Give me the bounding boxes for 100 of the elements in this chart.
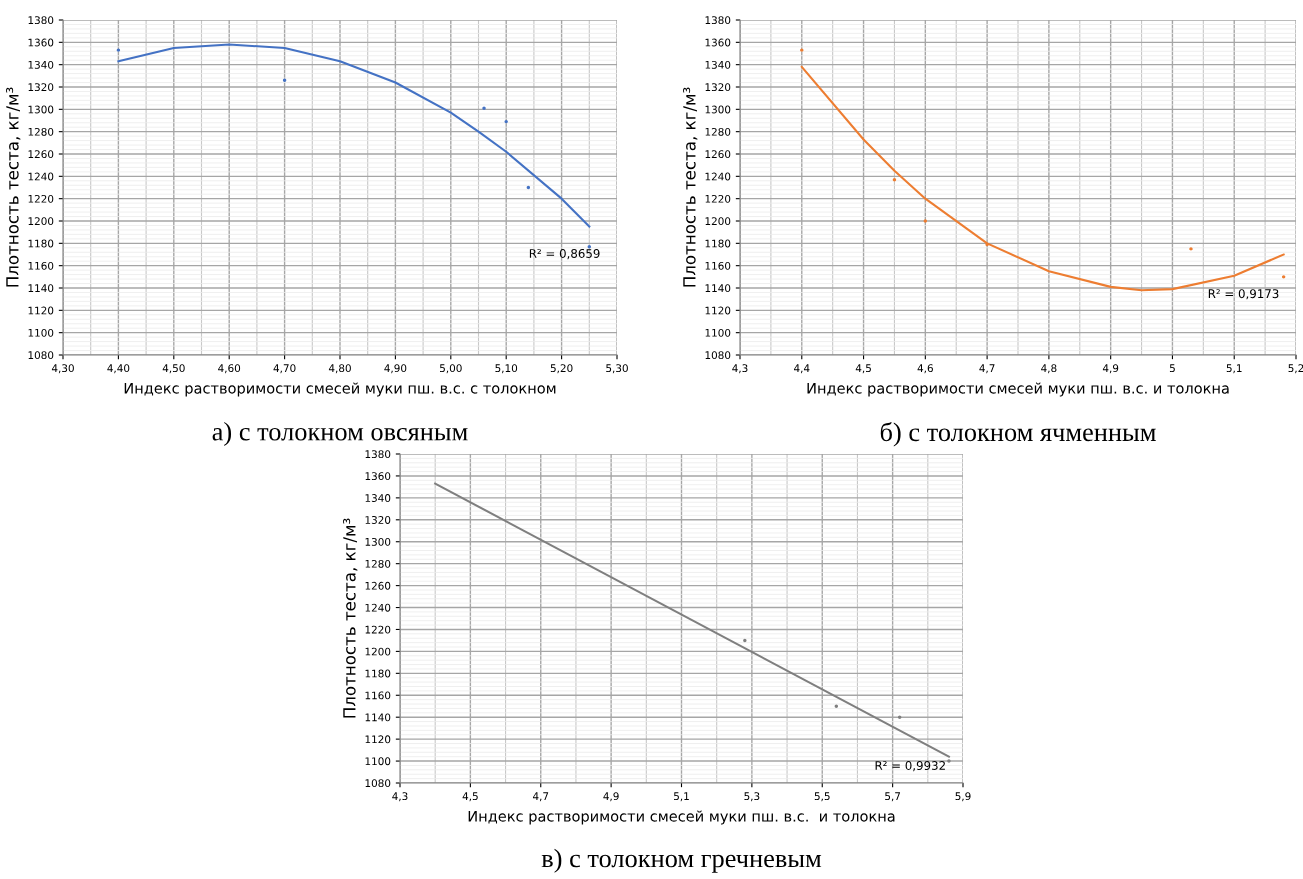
y-tick-label: 1240 bbox=[365, 603, 391, 612]
text: а) с толокном овсяным bbox=[212, 422, 468, 446]
text: б) с толокном ячменным bbox=[880, 422, 1156, 447]
point bbox=[282, 78, 287, 82]
y-tick-label: 1340 bbox=[365, 494, 391, 502]
y-tick-label: 1080 bbox=[365, 779, 391, 788]
y-tick-label: 1360 bbox=[28, 38, 54, 47]
point bbox=[1189, 247, 1193, 251]
x-tick-label: 4,7 bbox=[532, 792, 549, 802]
y-tick-label: 1320 bbox=[365, 516, 391, 524]
y-tick-label: 1240 bbox=[28, 172, 54, 181]
y-tick-label: 1320 bbox=[28, 83, 54, 92]
text: в) с толокном гречневым bbox=[541, 848, 822, 873]
y-tick-label: 1080 bbox=[705, 351, 731, 360]
x-tick-label: 5,3 bbox=[744, 792, 760, 802]
x-tick-label: 5,30 bbox=[606, 364, 628, 374]
y-tick-label: 1220 bbox=[705, 194, 731, 203]
y-tick-label: 1120 bbox=[28, 306, 54, 315]
y-tick-label: 1220 bbox=[28, 194, 54, 203]
x-tick-label: 4,50 bbox=[162, 364, 185, 374]
x-tick-label: 5,00 bbox=[440, 364, 462, 374]
y-tick-label: 1140 bbox=[705, 284, 731, 293]
y-tick-label: 1280 bbox=[28, 127, 54, 136]
x-tick-label: 5,5 bbox=[814, 792, 830, 802]
x-tick-label: 4,80 bbox=[328, 364, 351, 374]
x-tick-label: 5,2 bbox=[1288, 364, 1303, 374]
point bbox=[482, 106, 486, 110]
y-tick-label: 1280 bbox=[705, 127, 731, 136]
y-tick-label: 1200 bbox=[28, 217, 54, 226]
x-tick-label: 5,1 bbox=[674, 792, 689, 802]
y-tick-label: 1240 bbox=[705, 172, 731, 181]
point bbox=[743, 638, 747, 643]
y-tick-label: 1120 bbox=[365, 735, 391, 744]
point bbox=[892, 177, 897, 182]
x-tick-label: 4,30 bbox=[51, 364, 74, 374]
annotation: R² = 0,8659 bbox=[529, 249, 600, 260]
y-tick-label: 1180 bbox=[705, 239, 731, 248]
y-tick-label: 1200 bbox=[705, 217, 731, 226]
point bbox=[1281, 275, 1286, 279]
x-tick-label: 5,20 bbox=[550, 364, 573, 374]
point bbox=[526, 185, 531, 190]
x-tick-label: 4,70 bbox=[273, 364, 296, 374]
y-tick-label: 1360 bbox=[365, 472, 391, 481]
x-tick-label: 5,1 bbox=[1226, 364, 1242, 374]
y-tick-label: 1160 bbox=[365, 691, 391, 700]
point bbox=[116, 48, 121, 52]
y-tick-label: 1180 bbox=[28, 239, 54, 248]
y-tick-label: 1320 bbox=[705, 83, 731, 92]
y-axis-title: Плотность теста, кг/м³ bbox=[6, 87, 21, 287]
y-tick-label: 1300 bbox=[365, 537, 391, 546]
line-series bbox=[117, 43, 591, 228]
y-tick-label: 1080 bbox=[28, 351, 54, 360]
y-tick-label: 1380 bbox=[705, 16, 731, 25]
y-tick-label: 1100 bbox=[28, 328, 54, 337]
y-tick-label: 1300 bbox=[705, 105, 731, 114]
y-tick-label: 1280 bbox=[365, 559, 391, 568]
x-tick-label: 5,9 bbox=[955, 792, 971, 802]
x-tick-label: 4,60 bbox=[218, 364, 241, 374]
x-tick-label: 5 bbox=[1169, 364, 1175, 373]
x-tick-label: 5,10 bbox=[495, 364, 518, 374]
x-tick-label: 4,40 bbox=[107, 364, 130, 374]
point bbox=[800, 48, 804, 52]
x-axis-title: Индекс растворимости смесей муки пш. в.с. и толокна bbox=[807, 382, 1229, 397]
y-tick-label: 1340 bbox=[705, 60, 731, 69]
y-tick-label: 1260 bbox=[705, 150, 731, 159]
y-tick-label: 1200 bbox=[365, 647, 391, 656]
y-axis-title: Плотность теста, кг/м³ bbox=[683, 87, 698, 287]
y-tick-label: 1380 bbox=[28, 16, 54, 25]
x-tick-label: 4,7 bbox=[979, 364, 995, 374]
y-tick-label: 1120 bbox=[705, 306, 731, 315]
y-tick-label: 1100 bbox=[365, 757, 391, 766]
x-tick-label: 4,3 bbox=[392, 792, 408, 802]
point bbox=[947, 759, 951, 763]
y-tick-label: 1380 bbox=[365, 450, 391, 459]
x-tick-label: 4,90 bbox=[384, 364, 407, 374]
y-tick-label: 1180 bbox=[365, 669, 391, 678]
y-axis-title: Плотность теста, кг/м³ bbox=[343, 518, 358, 718]
x-tick-label: 4,8 bbox=[1041, 364, 1057, 374]
x-tick-label: 4,6 bbox=[917, 364, 933, 374]
y-tick-label: 1260 bbox=[28, 150, 54, 159]
annotation: R² = 0,9173 bbox=[1208, 289, 1279, 300]
annotation: R² = 0,9932 bbox=[875, 761, 945, 772]
y-tick-label: 1260 bbox=[365, 581, 391, 590]
y-tick-label: 1220 bbox=[365, 625, 391, 634]
y-tick-label: 1140 bbox=[28, 284, 54, 293]
y-tick-label: 1360 bbox=[705, 38, 731, 47]
y-tick-label: 1300 bbox=[28, 105, 54, 114]
x-tick-label: 4,4 bbox=[794, 364, 810, 374]
y-tick-label: 1140 bbox=[365, 713, 391, 722]
x-tick-label: 4,5 bbox=[855, 364, 871, 374]
y-tick-label: 1340 bbox=[28, 60, 54, 69]
x-tick-label: 4,5 bbox=[462, 792, 478, 802]
x-axis-title: Индекс растворимости смесей муки пш. в.с. и толокна bbox=[468, 810, 895, 825]
y-tick-label: 1160 bbox=[705, 261, 731, 270]
y-tick-label: 1160 bbox=[28, 261, 54, 270]
y-tick-label: 1100 bbox=[705, 328, 731, 337]
point bbox=[587, 244, 591, 249]
x-tick-label: 4,9 bbox=[603, 792, 619, 802]
x-tick-label: 4,9 bbox=[1102, 364, 1119, 374]
x-tick-label: 5,7 bbox=[885, 792, 901, 802]
